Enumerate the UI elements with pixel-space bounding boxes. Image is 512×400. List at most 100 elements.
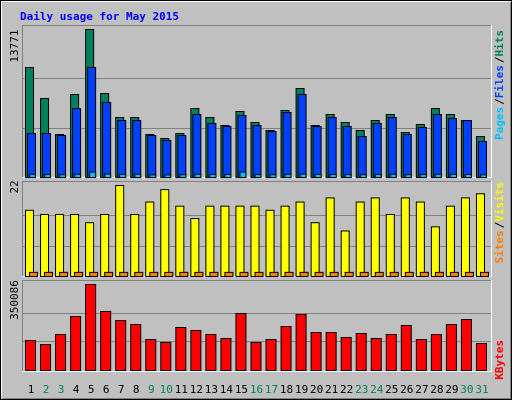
- y-tick-label: 22: [8, 180, 21, 193]
- x-tick-label: 10: [160, 383, 173, 396]
- bar: [160, 189, 170, 278]
- bar: [340, 337, 352, 371]
- x-tick-label: 4: [73, 383, 80, 396]
- bar: [250, 205, 260, 278]
- bar: [224, 271, 234, 278]
- bar: [359, 271, 369, 278]
- bar: [55, 213, 65, 277]
- x-tick-label: 25: [385, 383, 398, 396]
- bar: [370, 337, 382, 372]
- bar: [220, 205, 230, 278]
- bar: [102, 101, 112, 178]
- bar: [464, 271, 474, 278]
- bar: [194, 173, 202, 178]
- x-tick-label: 8: [133, 383, 140, 396]
- bar: [130, 323, 142, 371]
- bar: [462, 119, 472, 179]
- bar: [254, 174, 262, 179]
- x-tick-label: 21: [325, 383, 338, 396]
- legend-entry: Hits: [493, 30, 506, 57]
- x-tick-label: 7: [118, 383, 125, 396]
- bar: [235, 205, 245, 278]
- bar: [70, 213, 80, 277]
- bar: [117, 119, 127, 179]
- bar: [254, 271, 264, 278]
- bar: [235, 313, 247, 372]
- bar: [132, 119, 142, 179]
- bar: [85, 284, 97, 371]
- bar: [295, 201, 305, 277]
- bar: [207, 122, 217, 178]
- x-tick-label: 30: [460, 383, 473, 396]
- bar: [164, 271, 174, 278]
- bar: [402, 134, 412, 179]
- bar: [134, 173, 142, 178]
- bar: [404, 174, 412, 178]
- x-tick-label: 14: [220, 383, 234, 396]
- bar: [479, 271, 489, 278]
- bar: [355, 201, 365, 277]
- bar: [55, 334, 67, 371]
- bar: [404, 271, 414, 278]
- bar: [415, 201, 425, 277]
- bar: [162, 139, 172, 178]
- bar: [29, 271, 38, 278]
- bar: [479, 174, 487, 179]
- bar: [297, 93, 307, 178]
- bar: [57, 134, 67, 178]
- bar: [374, 173, 382, 179]
- bar: [104, 271, 114, 278]
- x-tick-label: 13: [205, 383, 218, 396]
- legend-separator: /: [493, 56, 506, 63]
- bar: [340, 230, 350, 277]
- bar: [237, 114, 247, 178]
- x-tick-label: 26: [400, 383, 413, 396]
- bar: [40, 344, 52, 372]
- bar: [387, 116, 397, 179]
- bar: [190, 218, 200, 278]
- bar: [415, 338, 427, 371]
- bar: [209, 173, 217, 178]
- legend-entry: Files: [493, 65, 506, 98]
- bar: [445, 205, 455, 278]
- bar: [149, 174, 157, 179]
- bar: [419, 173, 427, 179]
- bar: [460, 197, 470, 277]
- bar: [417, 126, 427, 178]
- bar: [149, 271, 159, 278]
- bar: [29, 173, 36, 178]
- x-tick-label: 15: [235, 383, 248, 396]
- bar: [89, 271, 99, 278]
- bar: [130, 213, 140, 277]
- bar: [284, 173, 292, 178]
- chart-title: Daily usage for May 2015: [20, 10, 179, 23]
- x-tick-label: 29: [445, 383, 458, 396]
- bar: [59, 174, 67, 178]
- bar: [344, 271, 354, 278]
- x-tick-label: 12: [190, 383, 203, 396]
- bar: [447, 117, 457, 178]
- legend: KBytes: [493, 340, 506, 380]
- bar: [147, 134, 157, 178]
- bar: [357, 135, 367, 178]
- bar: [59, 271, 69, 278]
- bar: [177, 134, 187, 178]
- bar: [145, 201, 155, 277]
- x-tick-label: 6: [103, 383, 110, 396]
- x-tick-label: 27: [415, 383, 428, 396]
- x-tick-label: 5: [88, 383, 95, 396]
- bar: [342, 125, 352, 178]
- bar: [209, 271, 219, 278]
- legend-entry: Visits: [493, 182, 506, 222]
- bar: [385, 334, 397, 371]
- x-tick-label: 28: [430, 383, 443, 396]
- bar: [434, 173, 442, 178]
- bar: [355, 333, 367, 371]
- bar: [449, 173, 457, 178]
- bar: [389, 173, 397, 178]
- bar: [44, 173, 52, 179]
- bar: [430, 226, 440, 277]
- bar: [72, 108, 82, 178]
- bar: [385, 213, 395, 277]
